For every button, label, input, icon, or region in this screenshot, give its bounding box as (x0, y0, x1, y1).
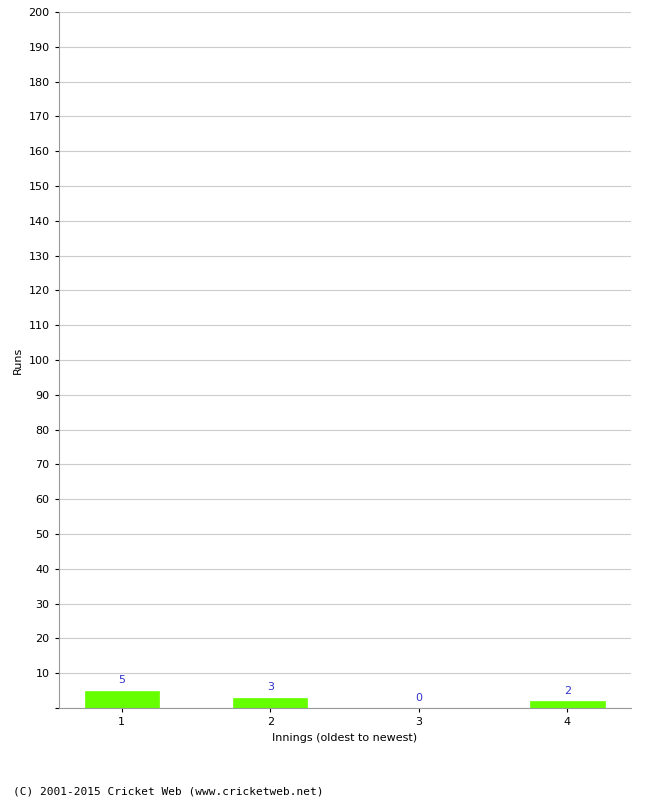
Bar (84, 690, 159, 708)
Text: 3: 3 (266, 682, 274, 692)
Bar (233, 698, 307, 708)
Text: (C) 2001-2015 Cricket Web (www.cricketweb.net): (C) 2001-2015 Cricket Web (www.cricketwe… (13, 786, 324, 796)
Y-axis label: Runs: Runs (13, 346, 23, 374)
Text: 2: 2 (564, 686, 571, 696)
Bar (530, 701, 604, 708)
X-axis label: Innings (oldest to newest): Innings (oldest to newest) (272, 733, 417, 742)
Text: 5: 5 (118, 675, 125, 686)
Text: 0: 0 (415, 693, 423, 702)
